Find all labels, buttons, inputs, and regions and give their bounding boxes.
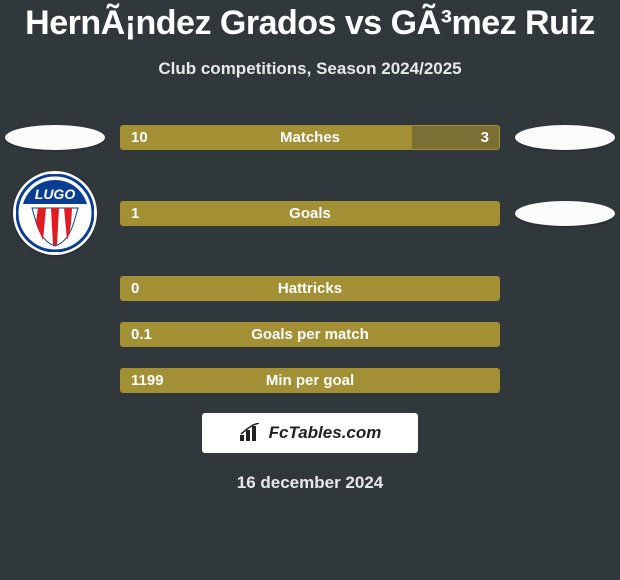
fctables-text: FcTables.com — [269, 423, 382, 443]
stat-bar: 0.1Goals per match — [120, 322, 500, 347]
bar-segment-left — [121, 369, 499, 392]
club-crest-icon: LUGO — [16, 174, 94, 252]
stat-bar: 1199Min per goal — [120, 368, 500, 393]
comparison-grid: 103Matches LUGO 1Goals0Hattricks0.1Goals… — [0, 125, 620, 393]
club-badge: LUGO — [13, 171, 97, 255]
empty-slot — [0, 276, 110, 301]
chart-icon — [239, 423, 263, 443]
fctables-logo: FcTables.com — [202, 413, 418, 453]
player-placeholder — [510, 125, 620, 150]
bar-left-value: 1199 — [131, 369, 164, 392]
bar-left-value: 0.1 — [131, 323, 152, 346]
subtitle: Club competitions, Season 2024/2025 — [158, 59, 461, 79]
player-placeholder — [0, 125, 110, 150]
svg-text:LUGO: LUGO — [35, 186, 76, 202]
bar-segment-left — [121, 323, 499, 346]
bar-segment-left — [121, 277, 499, 300]
bar-left-value: 0 — [131, 277, 139, 300]
placeholder-ellipse — [515, 125, 615, 150]
stat-bar: 103Matches — [120, 125, 500, 150]
empty-slot — [510, 276, 620, 301]
placeholder-ellipse — [515, 201, 615, 226]
stat-bar: 1Goals — [120, 201, 500, 226]
empty-slot — [0, 368, 110, 393]
empty-slot — [0, 322, 110, 347]
empty-slot — [510, 322, 620, 347]
placeholder-ellipse — [5, 125, 105, 150]
bar-left-value: 10 — [131, 126, 148, 149]
bar-segment-left — [121, 202, 499, 225]
bar-right-value: 3 — [481, 126, 489, 149]
bar-left-value: 1 — [131, 202, 139, 225]
stat-bar: 0Hattricks — [120, 276, 500, 301]
empty-slot — [510, 368, 620, 393]
date-text: 16 december 2024 — [237, 473, 384, 493]
club-badge-slot: LUGO — [0, 171, 110, 255]
page-title: HernÃ¡ndez Grados vs GÃ³mez Ruiz — [25, 4, 595, 43]
player-placeholder — [510, 201, 620, 226]
bar-segment-left — [121, 126, 412, 149]
